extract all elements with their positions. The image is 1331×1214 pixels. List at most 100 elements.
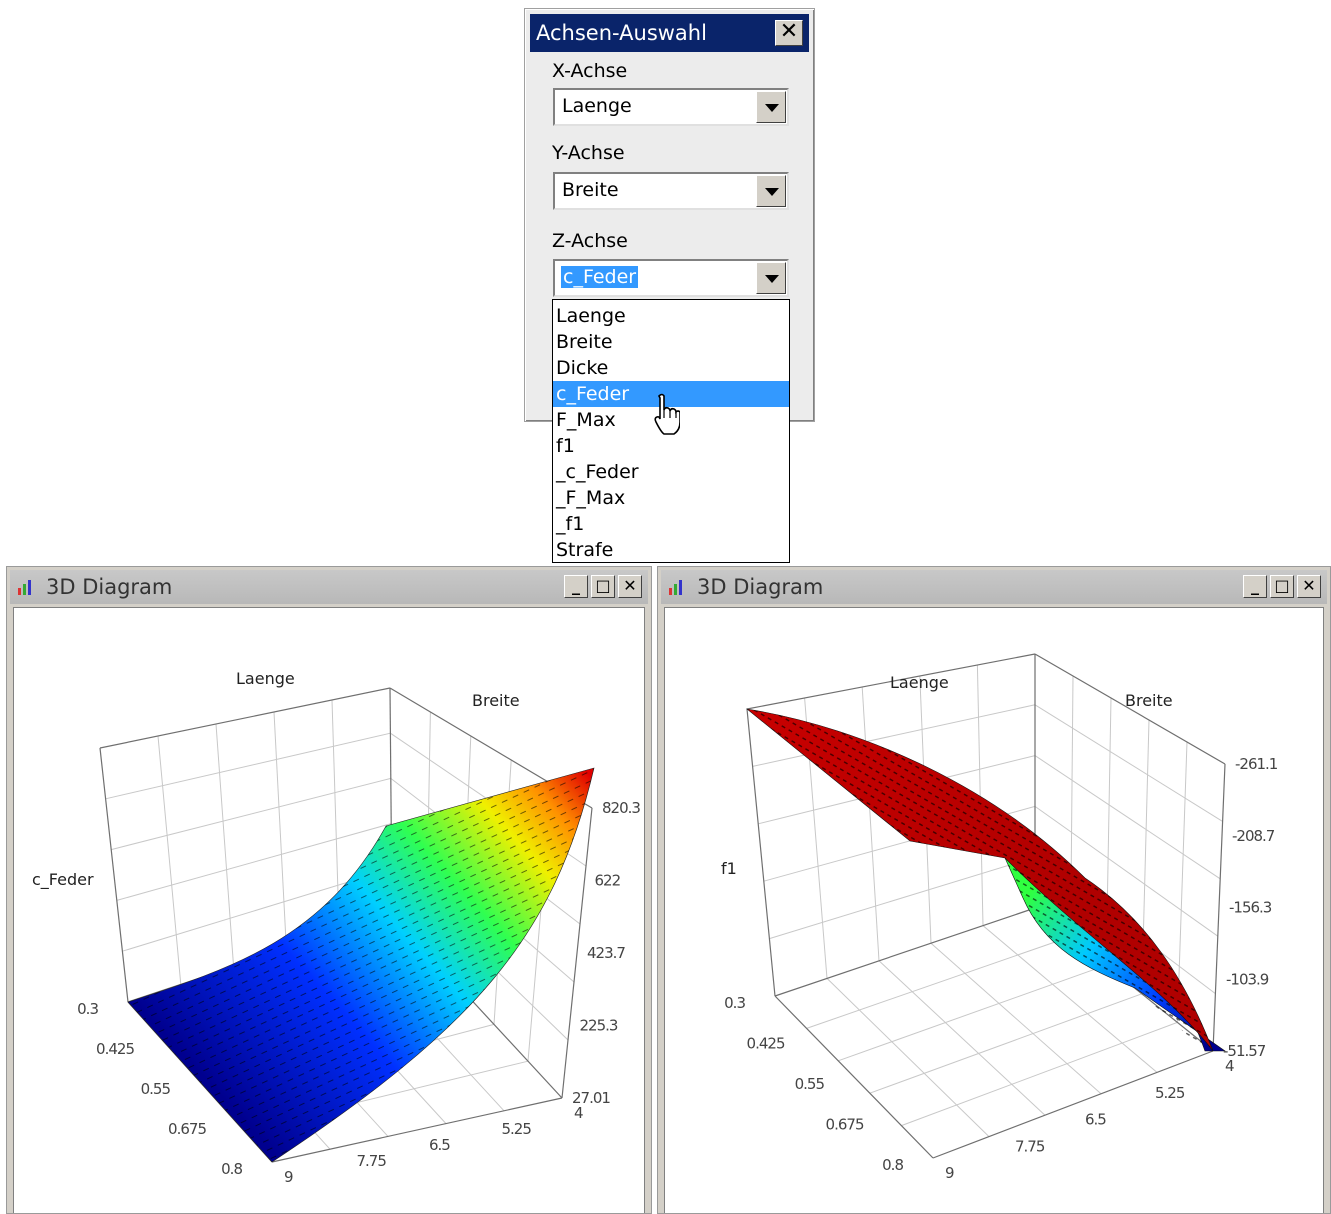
surface-plot-f1[interactable]: 0.3 0.425 0.55 0.675 0.8 9 7.75 6.5 5.25 4-51.57 -… xyxy=(665,608,1324,1213)
list-item[interactable]: Dicke xyxy=(556,357,609,379)
list-item-highlighted[interactable]: c_Feder xyxy=(553,381,789,407)
list-item[interactable]: _F_Max xyxy=(556,487,626,509)
maximize-icon[interactable]: □ xyxy=(591,575,615,598)
surface-mesh xyxy=(128,768,594,1162)
grid-line xyxy=(105,732,391,800)
list-item[interactable]: f1 xyxy=(556,435,575,457)
z-tick-label: -103.9 xyxy=(1226,970,1269,988)
diagram-window-right: 3D Diagram _ □ ✕ xyxy=(657,566,1331,1214)
x-tick-label: 0.8 xyxy=(882,1156,903,1174)
x-axis-label: X-Achse xyxy=(552,60,628,82)
y-tick-label: 4 xyxy=(574,1104,583,1122)
y-axis-title: Breite xyxy=(472,691,520,710)
box-edge xyxy=(746,708,776,997)
y-axis-select[interactable]: Breite xyxy=(553,172,789,210)
grid-line xyxy=(769,856,1036,940)
z-axis-title: c_Feder xyxy=(32,870,94,890)
box-edge xyxy=(774,995,934,1159)
z-axis-title: f1 xyxy=(721,859,737,878)
grid-line xyxy=(1034,805,1219,937)
box-edge xyxy=(99,747,129,1003)
minimize-icon[interactable]: _ xyxy=(564,575,588,598)
y-axis-label: Y-Achse xyxy=(552,142,625,164)
z-tick-label: 225.3 xyxy=(580,1017,618,1035)
grid-line xyxy=(838,964,1107,1062)
z-axis-select[interactable]: c_Feder xyxy=(553,259,789,297)
y-axis-value: Breite xyxy=(562,179,619,201)
y-tick-label: 5.25 xyxy=(1155,1084,1185,1102)
list-item[interactable]: Strafe xyxy=(556,539,614,561)
grid-line xyxy=(1176,741,1188,1023)
x-axis-select[interactable]: Laenge xyxy=(553,88,789,126)
surface-upper-mesh xyxy=(747,709,1213,1051)
y-axis-title: Breite xyxy=(1125,691,1173,710)
dialog-title: Achsen-Auswahl xyxy=(536,21,707,45)
list-item[interactable]: Breite xyxy=(556,331,613,353)
box-edge xyxy=(561,807,593,1099)
x-axis-title: Laenge xyxy=(890,673,949,692)
window-title-bar: 3D Diagram _ □ ✕ xyxy=(661,570,1327,604)
close-icon[interactable]: ✕ xyxy=(775,20,803,46)
z-tick-label: 423.7 xyxy=(587,944,625,962)
box-edge xyxy=(99,687,391,749)
x-tick-label: 0.3 xyxy=(724,994,745,1012)
chevron-down-icon[interactable] xyxy=(756,91,786,123)
x-tick-label: 0.425 xyxy=(747,1035,785,1053)
close-icon[interactable]: ✕ xyxy=(1297,575,1321,598)
z-tick-label: -156.3 xyxy=(1229,899,1272,917)
y-tick-label: 5.25 xyxy=(502,1120,532,1138)
z-axis-value: c_Feder xyxy=(561,266,639,288)
z-axis-label: Z-Achse xyxy=(552,230,628,252)
window-title-bar: 3D Diagram _ □ ✕ xyxy=(10,570,648,604)
box-edge xyxy=(932,1050,1214,1159)
x-tick-label: 0.8 xyxy=(221,1160,242,1178)
list-item[interactable]: _f1 xyxy=(556,513,585,535)
grid-line xyxy=(752,704,1036,767)
grid-line xyxy=(111,777,391,851)
y-tick-label: 6.5 xyxy=(429,1136,450,1154)
dialog-title-bar: Achsen-Auswahl ✕ xyxy=(530,14,809,52)
minimize-icon[interactable]: _ xyxy=(1243,575,1267,598)
x-tick-label: 0.425 xyxy=(96,1040,134,1058)
chart-app-icon xyxy=(669,580,682,595)
x-tick-label: 0.675 xyxy=(168,1120,206,1138)
list-item[interactable]: F_Max xyxy=(556,409,616,431)
chart-app-icon xyxy=(18,580,31,595)
chevron-down-icon[interactable] xyxy=(756,262,786,294)
z-tick-label: 820.3 xyxy=(602,799,640,817)
z-tick-label: -261.1 xyxy=(1235,755,1278,773)
list-item[interactable]: Laenge xyxy=(556,305,626,327)
grid-line xyxy=(806,936,1071,1029)
box-edge xyxy=(774,907,1036,997)
grid-line xyxy=(215,723,235,967)
grid-line xyxy=(273,711,287,950)
z-tick-label: -208.7 xyxy=(1232,827,1275,845)
plot-area[interactable]: 0.3 0.425 0.55 0.675 0.8 9 7.75 6.5 5.25 4 -51.57 -… xyxy=(664,607,1324,1213)
x-tick-label: 0.3 xyxy=(77,1000,98,1018)
grid-line xyxy=(976,664,984,926)
z-tick-label: 622 xyxy=(595,872,621,890)
grid-line xyxy=(930,942,1102,1095)
y-tick-label: 9 xyxy=(945,1164,954,1182)
window-title: 3D Diagram xyxy=(697,575,824,599)
box-edge xyxy=(1212,763,1226,1052)
plot-area[interactable]: 0.3 0.425 0.55 0.675 0.8 9 7.75 6.5 5.25 4 27.01 22… xyxy=(13,607,645,1213)
grid-line xyxy=(1034,755,1221,880)
maximize-icon[interactable]: □ xyxy=(1270,575,1294,598)
y-tick-label: 9 xyxy=(284,1168,293,1186)
chevron-down-icon[interactable] xyxy=(756,175,786,207)
x-tick-label: 0.55 xyxy=(141,1080,171,1098)
surface-plot-c-feder[interactable]: 0.3 0.425 0.55 0.675 0.8 9 7.75 6.5 5.25 427.01 22… xyxy=(14,608,645,1213)
list-item[interactable]: _c_Feder xyxy=(556,461,639,483)
y-tick-label: 7.75 xyxy=(357,1152,387,1170)
close-icon[interactable]: ✕ xyxy=(618,575,642,598)
grid-line xyxy=(116,823,392,901)
diagram-window-left: 3D Diagram _ □ ✕ xyxy=(6,566,652,1214)
window-title: 3D Diagram xyxy=(46,575,173,599)
grid-line xyxy=(1034,704,1223,822)
grid-line xyxy=(982,925,1158,1073)
box-edge xyxy=(1034,653,1226,765)
grid-line xyxy=(826,978,990,1137)
y-tick-label: 4 xyxy=(1225,1057,1234,1075)
z-tick-label: 27.01 xyxy=(572,1089,610,1107)
